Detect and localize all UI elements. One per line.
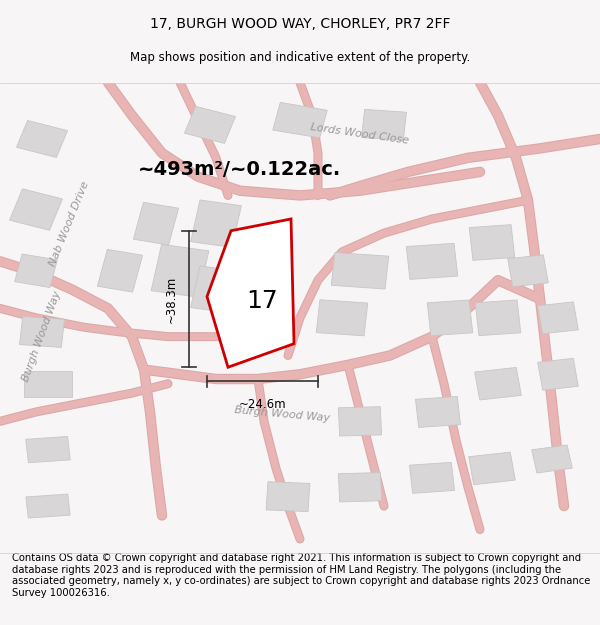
Polygon shape [191, 266, 241, 313]
Polygon shape [362, 109, 406, 141]
Polygon shape [475, 368, 521, 400]
Polygon shape [538, 358, 578, 390]
Polygon shape [338, 472, 382, 502]
Polygon shape [508, 255, 548, 287]
Polygon shape [133, 202, 179, 245]
Polygon shape [316, 300, 368, 336]
Polygon shape [469, 224, 515, 261]
Polygon shape [20, 316, 64, 348]
Polygon shape [532, 445, 572, 473]
Text: Map shows position and indicative extent of the property.: Map shows position and indicative extent… [130, 51, 470, 64]
Polygon shape [266, 482, 310, 512]
Polygon shape [469, 452, 515, 484]
Polygon shape [427, 300, 473, 336]
Text: ~38.3m: ~38.3m [165, 276, 178, 322]
Polygon shape [475, 300, 521, 336]
Polygon shape [97, 249, 143, 292]
Text: Lords Wood Close: Lords Wood Close [310, 122, 410, 146]
Polygon shape [24, 371, 72, 397]
Polygon shape [207, 219, 294, 368]
Text: Burgh Wood Way: Burgh Wood Way [21, 290, 63, 383]
Polygon shape [151, 244, 209, 298]
Text: 17, BURGH WOOD WAY, CHORLEY, PR7 2FF: 17, BURGH WOOD WAY, CHORLEY, PR7 2FF [150, 16, 450, 31]
Text: Contains OS data © Crown copyright and database right 2021. This information is : Contains OS data © Crown copyright and d… [12, 553, 590, 598]
Text: ~24.6m: ~24.6m [239, 398, 286, 411]
Polygon shape [416, 396, 460, 428]
Polygon shape [26, 436, 70, 462]
Polygon shape [410, 462, 454, 493]
Polygon shape [14, 254, 58, 288]
Polygon shape [10, 189, 62, 231]
Polygon shape [273, 102, 327, 138]
Polygon shape [338, 407, 382, 436]
Polygon shape [26, 494, 70, 518]
Polygon shape [538, 302, 578, 334]
Text: Nab Wood Drive: Nab Wood Drive [47, 179, 91, 268]
Polygon shape [406, 243, 458, 279]
Text: ~493m²/~0.122ac.: ~493m²/~0.122ac. [139, 160, 341, 179]
Polygon shape [184, 106, 236, 143]
Polygon shape [191, 200, 241, 248]
Text: Burgh Wood Way: Burgh Wood Way [234, 405, 330, 424]
Polygon shape [331, 253, 389, 289]
Polygon shape [16, 121, 68, 158]
Text: 17: 17 [247, 289, 278, 313]
